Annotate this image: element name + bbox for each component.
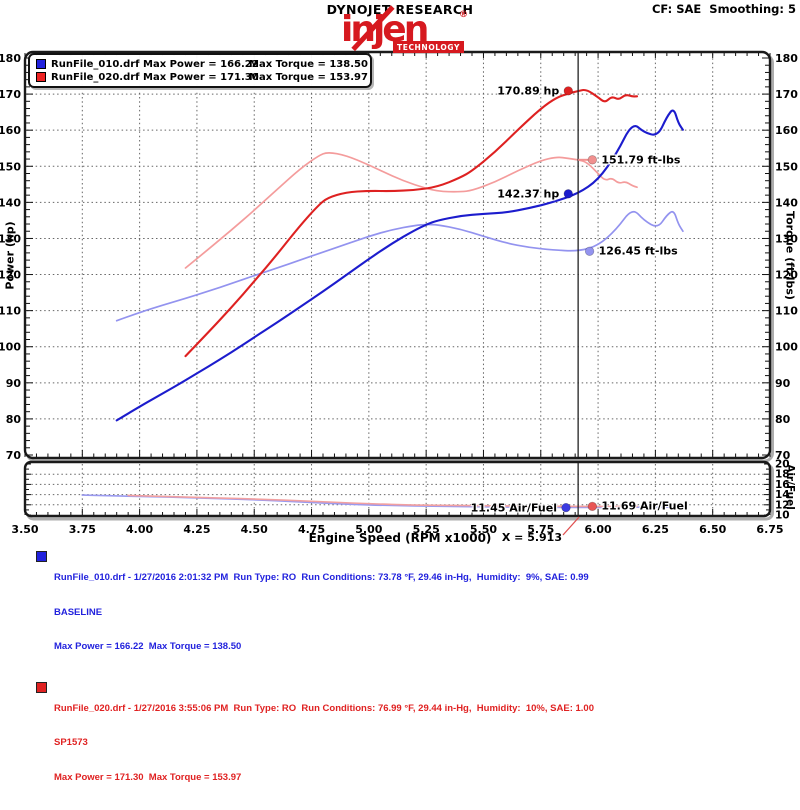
annotation-run2-torque: 151.79 ft-lbs [601, 153, 681, 167]
run-legend: RunFile_010.drf Max Power = 166.22 Max T… [28, 53, 372, 88]
svg-text:150: 150 [0, 160, 21, 173]
svg-text:100: 100 [0, 341, 21, 354]
svg-text:160: 160 [775, 124, 798, 137]
series-runfile_020-air/fuel [127, 494, 638, 508]
svg-text:130: 130 [0, 232, 21, 245]
annotation-dot [587, 155, 597, 165]
annotation-dot [563, 86, 573, 96]
svg-text:6.25: 6.25 [642, 523, 669, 536]
run1-info: RunFile_010.drf - 1/27/2016 2:01:32 PM R… [36, 549, 594, 676]
annotation-dot [587, 501, 597, 512]
panel-border [23, 460, 772, 518]
svg-text:6.00: 6.00 [585, 523, 612, 536]
annotation-dot [561, 502, 571, 513]
svg-text:6.50: 6.50 [699, 523, 726, 536]
legend-row-run2: RunFile_020.drf Max Power = 171.30 Max T… [36, 71, 370, 83]
svg-text:4.00: 4.00 [126, 523, 153, 536]
svg-text:4.75: 4.75 [298, 523, 325, 536]
run2-conditions: RunFile_020.drf - 1/27/2016 3:55:06 PM R… [54, 702, 594, 714]
svg-text:140: 140 [775, 196, 798, 209]
svg-text:5.50: 5.50 [470, 523, 497, 536]
svg-text:18: 18 [775, 469, 790, 481]
svg-text:80: 80 [775, 413, 791, 426]
svg-text:3.75: 3.75 [69, 523, 96, 536]
run2-info: RunFile_020.drf - 1/27/2016 3:55:06 PM R… [36, 680, 594, 807]
svg-text:70: 70 [775, 449, 791, 462]
dyno-chart-canvas: 3.50 3.75 4.00 4.25 4.50 4.75 5.00 5.25 5.50 5.75… [0, 50, 798, 536]
run1-max-values: Max Power = 166.22 Max Torque = 138.50 [54, 641, 242, 652]
svg-text:80: 80 [6, 413, 22, 426]
svg-text:130: 130 [775, 232, 798, 245]
svg-text:180: 180 [775, 52, 798, 65]
registered-trademark-icon: ® [459, 10, 468, 20]
svg-text:170: 170 [0, 88, 21, 101]
svg-text:12: 12 [775, 499, 790, 511]
svg-text:100: 100 [775, 341, 798, 354]
cursor-x-value-label: X = 5.913 [501, 531, 562, 544]
svg-text:150: 150 [775, 160, 798, 173]
torque-axis-label: Torque (ft-lbs) [783, 211, 797, 300]
run-info-footer: RunFile_010.drf - 1/27/2016 2:01:32 PM R… [36, 549, 594, 810]
svg-text:5.25: 5.25 [413, 523, 440, 536]
run2-file-maxpower: RunFile_020.drf Max Power = 171.30 [51, 71, 259, 83]
svg-text:6.75: 6.75 [756, 523, 783, 536]
svg-text:16: 16 [775, 479, 790, 491]
run1-maxtorque: Max Torque = 138.50 [249, 58, 368, 70]
annotation-run2-power: 170.89 hp [497, 84, 560, 98]
svg-text:10: 10 [775, 510, 790, 522]
run1-name: BASELINE [54, 606, 103, 618]
injen-logo: injen ® TECHNOLOGY [341, 5, 468, 53]
series-runfile_020-torque [184, 152, 638, 269]
annotation-dot [563, 189, 573, 199]
airfuel-axis-label: Air/Fuel [784, 464, 796, 510]
main-series [115, 88, 684, 422]
svg-text:90: 90 [6, 377, 22, 390]
run1-file-maxpower: RunFile_010.drf Max Power = 166.22 [51, 58, 259, 70]
power-axis-label: Power (hp) [3, 221, 17, 290]
annotation-run1-power: 142.37 hp [497, 187, 560, 201]
annotation-dot [584, 246, 595, 256]
annotation-run1-torque: 126.45 ft-lbs [598, 244, 678, 258]
svg-text:14: 14 [775, 489, 790, 501]
svg-text:70: 70 [6, 449, 22, 462]
run2-maxtorque: Max Torque = 153.97 [249, 71, 368, 83]
svg-text:180: 180 [0, 52, 21, 65]
svg-text:5.75: 5.75 [527, 523, 554, 536]
legend-row-run1: RunFile_010.drf Max Power = 166.22 Max T… [36, 58, 370, 70]
run2-color-swatch [36, 681, 47, 693]
run2-color-swatch [36, 72, 46, 82]
svg-text:4.50: 4.50 [241, 523, 268, 536]
svg-text:110: 110 [0, 305, 21, 318]
svg-text:5.00: 5.00 [355, 523, 382, 536]
svg-text:4.25: 4.25 [183, 523, 210, 536]
run2-max-values: Max Power = 171.30 Max Torque = 153.97 [54, 771, 242, 783]
annotation-run2-airfuel: 11.69 Air/Fuel [601, 499, 688, 513]
svg-text:120: 120 [0, 269, 21, 282]
svg-text:160: 160 [0, 124, 21, 137]
page-title: DYNOJET RESEARCH [326, 2, 474, 17]
injen-logo-subtitle: TECHNOLOGY [393, 41, 464, 53]
engine-speed-axis-label: Engine Speed (RPM x1000) [308, 531, 492, 545]
run1-color-swatch [36, 551, 47, 562]
series-runfile_010-torque [115, 210, 684, 322]
axis-ticks [24, 53, 771, 516]
series-runfile_010-power [115, 109, 684, 422]
run2-name: SP1573 [54, 737, 88, 748]
series-runfile_020-power [184, 88, 639, 358]
svg-text:140: 140 [0, 196, 21, 209]
svg-text:110: 110 [775, 305, 798, 318]
svg-text:120: 120 [775, 269, 798, 282]
run1-color-swatch [36, 59, 46, 69]
svg-text:3.50: 3.50 [11, 523, 38, 536]
run1-conditions: RunFile_010.drf - 1/27/2016 2:01:32 PM R… [54, 572, 589, 583]
svg-text:170: 170 [775, 88, 798, 101]
correction-smoothing-label: CF: SAE Smoothing: 5 [651, 2, 796, 16]
svg-text:20: 20 [775, 459, 790, 471]
annotation-run1-airfuel: 11.45 Air/Fuel [470, 501, 557, 515]
svg-text:90: 90 [775, 377, 791, 390]
cursor-label-leader [562, 516, 580, 536]
tick-labels: 3.50 3.75 4.00 4.25 4.50 4.75 5.00 5.25 5.50 5.75… [0, 52, 798, 536]
airfuel-series [81, 494, 684, 509]
